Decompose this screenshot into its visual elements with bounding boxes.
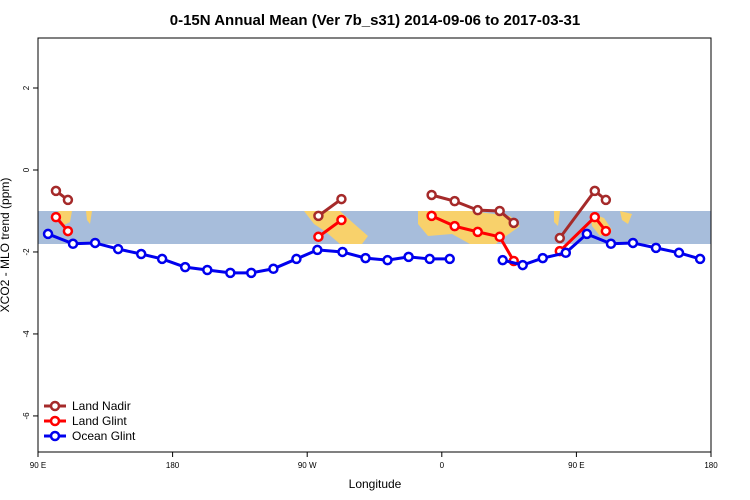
x-tick-label: 90 E bbox=[30, 461, 46, 470]
data-point bbox=[312, 244, 323, 256]
data-point bbox=[89, 237, 101, 249]
data-point bbox=[497, 254, 508, 266]
land bbox=[554, 211, 560, 226]
data-point bbox=[508, 217, 519, 229]
x-tick-label: 90 W bbox=[298, 461, 317, 470]
chart-title: 0-15N Annual Mean (Ver 7b_s31) 2014-09-0… bbox=[170, 12, 580, 29]
x-tick-label: 0 bbox=[440, 461, 445, 470]
data-point bbox=[589, 211, 601, 223]
data-point bbox=[694, 253, 706, 265]
data-point bbox=[494, 231, 505, 243]
data-point bbox=[62, 194, 74, 206]
data-point bbox=[426, 210, 437, 222]
legend-label: Land Nadir bbox=[72, 399, 131, 413]
land bbox=[620, 211, 632, 224]
data-point bbox=[67, 238, 79, 250]
data-point bbox=[472, 204, 483, 216]
data-point bbox=[517, 259, 528, 271]
data-point bbox=[225, 267, 236, 279]
legend-marker bbox=[49, 415, 61, 427]
land bbox=[86, 211, 92, 224]
data-point bbox=[336, 193, 347, 205]
data-point bbox=[112, 243, 124, 255]
data-point bbox=[449, 220, 460, 232]
data-point bbox=[494, 205, 505, 217]
data-point bbox=[202, 264, 213, 276]
y-tick-label: 2 bbox=[22, 85, 31, 90]
data-point bbox=[673, 247, 685, 259]
data-point bbox=[627, 237, 639, 249]
data-point bbox=[313, 231, 324, 243]
data-point bbox=[50, 185, 62, 197]
series-line bbox=[54, 214, 608, 262]
data-point bbox=[403, 251, 414, 263]
legend-label: Land Glint bbox=[72, 414, 127, 428]
data-point bbox=[42, 228, 54, 240]
data-point bbox=[444, 253, 455, 265]
plot-frame bbox=[37, 37, 712, 453]
data-point bbox=[50, 211, 62, 223]
y-tick-label: -6 bbox=[22, 412, 31, 420]
x-tick-label: 180 bbox=[704, 461, 718, 470]
data-point bbox=[337, 246, 348, 258]
data-point bbox=[472, 226, 483, 238]
data-point bbox=[605, 238, 617, 250]
data-point bbox=[449, 195, 460, 207]
data-point bbox=[313, 210, 324, 222]
y-tick-label: -2 bbox=[22, 248, 31, 256]
data-point bbox=[650, 242, 662, 254]
data-point bbox=[581, 228, 593, 240]
data-point bbox=[291, 253, 302, 265]
data-point bbox=[62, 225, 74, 237]
y-tick-label: -4 bbox=[22, 330, 31, 338]
data-point bbox=[426, 189, 437, 201]
data-point bbox=[589, 185, 601, 197]
series-line bbox=[55, 188, 607, 239]
data-point bbox=[360, 252, 371, 264]
data-point bbox=[382, 254, 393, 266]
data-point bbox=[179, 261, 191, 273]
data-point bbox=[135, 248, 147, 260]
legend-marker bbox=[49, 430, 61, 442]
y-tick-label: 0 bbox=[22, 167, 31, 172]
data-point bbox=[246, 267, 257, 279]
x-tick-label: 180 bbox=[166, 461, 180, 470]
data-point bbox=[537, 252, 548, 264]
y-axis-label: XCO2 - MLO trend (ppm) bbox=[0, 178, 12, 313]
data-point bbox=[600, 225, 612, 237]
data-point bbox=[268, 263, 279, 275]
land bbox=[58, 211, 72, 225]
x-tick-label: 90 E bbox=[568, 461, 584, 470]
legend-label: Ocean Glint bbox=[72, 429, 136, 443]
data-point bbox=[156, 253, 168, 265]
x-axis-label: Longitude bbox=[349, 477, 402, 491]
data-point bbox=[424, 253, 435, 265]
data-point bbox=[336, 214, 347, 226]
data-point bbox=[554, 232, 566, 244]
data-point bbox=[560, 247, 572, 259]
data-point bbox=[600, 194, 612, 206]
legend-marker bbox=[49, 400, 61, 412]
